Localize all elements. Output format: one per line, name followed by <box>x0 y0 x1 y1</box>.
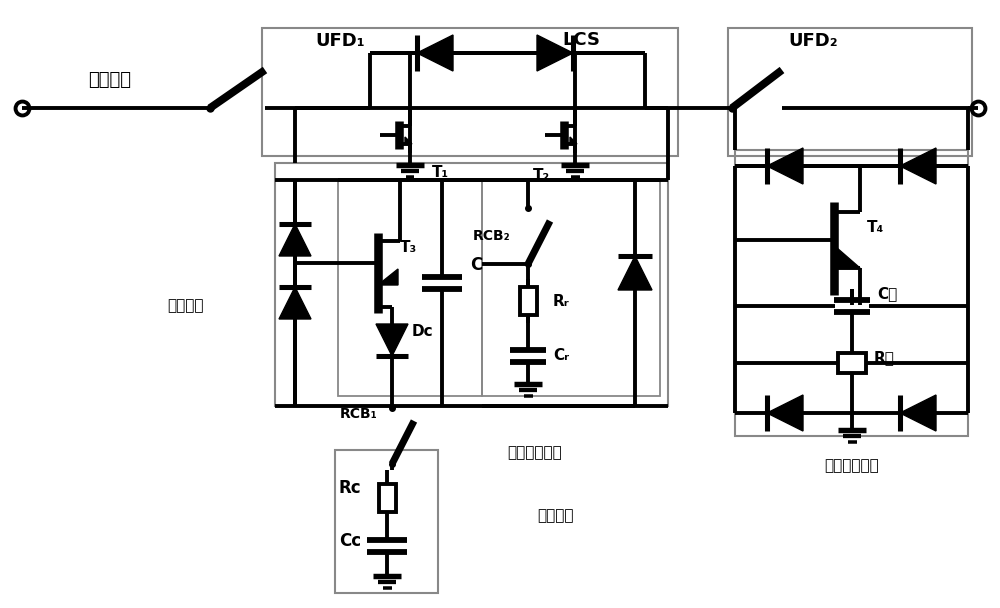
Text: T₃: T₃ <box>400 241 417 255</box>
Text: T₄: T₄ <box>867 221 884 235</box>
Text: T₁: T₁ <box>432 165 449 181</box>
Text: RCB₂: RCB₂ <box>473 229 511 243</box>
Bar <box>735 150 968 436</box>
Bar <box>482 180 660 396</box>
Bar <box>520 287 536 315</box>
Polygon shape <box>900 148 936 184</box>
Text: Dᴄ: Dᴄ <box>412 325 434 339</box>
Text: UFD₂: UFD₂ <box>788 32 838 50</box>
Text: 钔压支路: 钔压支路 <box>167 299 203 314</box>
Text: Cᵣ: Cᵣ <box>553 348 569 364</box>
Text: Cᴄ: Cᴄ <box>339 532 361 550</box>
Polygon shape <box>376 324 408 356</box>
Bar <box>335 450 438 593</box>
Polygon shape <box>570 137 577 144</box>
Polygon shape <box>417 35 453 71</box>
Polygon shape <box>618 256 652 290</box>
Bar <box>378 484 396 512</box>
Polygon shape <box>767 395 803 431</box>
Text: RCB₁: RCB₁ <box>340 407 378 421</box>
Text: C: C <box>470 256 482 274</box>
Polygon shape <box>837 248 860 268</box>
Bar <box>338 180 482 396</box>
Bar <box>728 28 972 156</box>
Polygon shape <box>900 395 936 431</box>
Text: LCS: LCS <box>562 31 600 49</box>
Text: Cၤ: Cၤ <box>877 286 897 302</box>
Polygon shape <box>378 269 398 285</box>
Text: T₂: T₂ <box>533 167 550 182</box>
Text: 充电支路: 充电支路 <box>537 508 573 523</box>
Bar <box>275 163 668 406</box>
Polygon shape <box>279 224 311 256</box>
Text: 电容放电支路: 电容放电支路 <box>508 446 562 460</box>
Text: 能量耗散支路: 能量耗散支路 <box>825 458 879 474</box>
Polygon shape <box>279 287 311 319</box>
Polygon shape <box>537 35 573 71</box>
Bar <box>838 353 866 373</box>
Polygon shape <box>767 148 803 184</box>
Text: Rၤ: Rၤ <box>874 350 895 365</box>
Text: UFD₁: UFD₁ <box>315 32 365 50</box>
Text: Rᵣ: Rᵣ <box>553 294 570 308</box>
Text: 通流支路: 通流支路 <box>89 71 132 89</box>
Bar <box>262 28 678 156</box>
Text: Rᴄ: Rᴄ <box>339 479 362 497</box>
Polygon shape <box>405 137 412 144</box>
